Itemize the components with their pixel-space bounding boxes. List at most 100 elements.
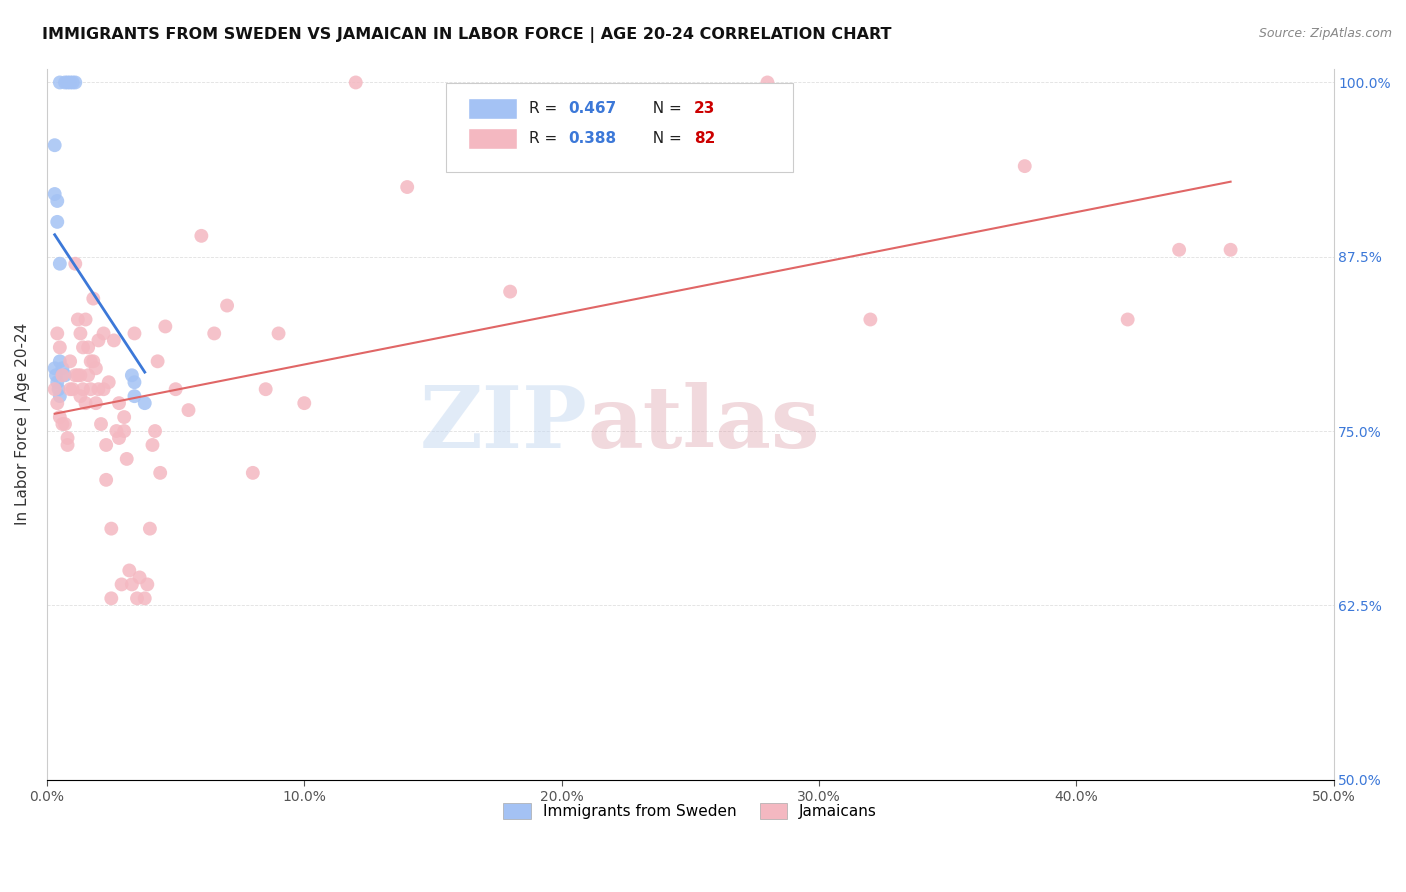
Point xyxy=(1168,243,1191,257)
Text: N =: N = xyxy=(643,131,686,145)
Point xyxy=(49,389,72,403)
Point xyxy=(53,417,76,431)
Point xyxy=(49,340,72,354)
Point xyxy=(177,403,200,417)
Point xyxy=(46,215,69,229)
Point xyxy=(65,368,87,383)
Point xyxy=(46,396,69,410)
Point xyxy=(48,382,70,396)
Point xyxy=(87,382,110,396)
Point xyxy=(69,389,91,403)
Point xyxy=(77,340,100,354)
Point xyxy=(46,326,69,341)
Point xyxy=(84,396,107,410)
Point xyxy=(80,354,103,368)
Point xyxy=(344,75,367,89)
Point xyxy=(141,438,163,452)
Point xyxy=(44,382,66,396)
Point xyxy=(136,577,159,591)
Point xyxy=(45,368,67,383)
Point xyxy=(66,368,89,383)
Point xyxy=(202,326,225,341)
Point xyxy=(49,75,72,89)
Point xyxy=(100,522,122,536)
Point xyxy=(82,354,104,368)
Point xyxy=(93,382,115,396)
Point xyxy=(267,326,290,341)
Point xyxy=(396,180,419,194)
Point xyxy=(121,577,143,591)
Point xyxy=(69,326,91,341)
Text: R =: R = xyxy=(530,101,562,116)
Point xyxy=(756,75,779,89)
Point xyxy=(80,382,103,396)
Point xyxy=(53,368,76,383)
Point xyxy=(72,382,94,396)
Point xyxy=(859,312,882,326)
Point xyxy=(59,75,82,89)
Legend: Immigrants from Sweden, Jamaicans: Immigrants from Sweden, Jamaicans xyxy=(498,797,883,825)
Point xyxy=(97,376,120,390)
Point xyxy=(100,591,122,606)
Point xyxy=(108,396,131,410)
Point xyxy=(46,194,69,208)
Text: 23: 23 xyxy=(695,101,716,116)
Point xyxy=(112,424,135,438)
Text: 0.467: 0.467 xyxy=(568,101,616,116)
Point xyxy=(190,228,212,243)
Text: IMMIGRANTS FROM SWEDEN VS JAMAICAN IN LABOR FORCE | AGE 20-24 CORRELATION CHART: IMMIGRANTS FROM SWEDEN VS JAMAICAN IN LA… xyxy=(42,27,891,43)
Point xyxy=(139,522,162,536)
Point xyxy=(65,257,87,271)
FancyBboxPatch shape xyxy=(446,83,793,171)
Text: atlas: atlas xyxy=(588,382,820,466)
Point xyxy=(124,326,146,341)
Point xyxy=(149,466,172,480)
Point xyxy=(105,424,128,438)
Point xyxy=(72,340,94,354)
Point xyxy=(59,382,82,396)
Y-axis label: In Labor Force | Age 20-24: In Labor Force | Age 20-24 xyxy=(15,323,31,525)
Point xyxy=(87,334,110,348)
Point xyxy=(134,396,156,410)
Point xyxy=(242,466,264,480)
Text: R =: R = xyxy=(530,131,562,145)
Point xyxy=(75,396,97,410)
Point xyxy=(108,431,131,445)
Point xyxy=(217,299,239,313)
Point xyxy=(56,431,79,445)
Point xyxy=(44,138,66,153)
Point xyxy=(1116,312,1139,326)
Point xyxy=(65,75,87,89)
Point xyxy=(59,354,82,368)
Point xyxy=(62,75,84,89)
Point xyxy=(53,75,76,89)
Point xyxy=(627,145,650,160)
Point xyxy=(93,326,115,341)
Point xyxy=(124,389,146,403)
Point xyxy=(96,473,118,487)
Text: ZIP: ZIP xyxy=(419,382,588,466)
Point xyxy=(124,376,146,390)
Point xyxy=(82,292,104,306)
Point xyxy=(44,186,66,201)
Point xyxy=(128,570,150,584)
Point xyxy=(292,396,315,410)
Point xyxy=(56,75,79,89)
Point xyxy=(46,376,69,390)
Point xyxy=(118,564,141,578)
Point xyxy=(49,257,72,271)
Point xyxy=(75,312,97,326)
Point xyxy=(49,354,72,368)
Point xyxy=(112,410,135,425)
Text: 0.388: 0.388 xyxy=(568,131,616,145)
Point xyxy=(125,591,148,606)
Point xyxy=(84,361,107,376)
Point xyxy=(254,382,277,396)
Point xyxy=(51,417,73,431)
Point xyxy=(56,438,79,452)
Text: 82: 82 xyxy=(695,131,716,145)
Point xyxy=(51,361,73,376)
Point xyxy=(121,368,143,383)
Point xyxy=(155,319,177,334)
Text: N =: N = xyxy=(643,101,686,116)
